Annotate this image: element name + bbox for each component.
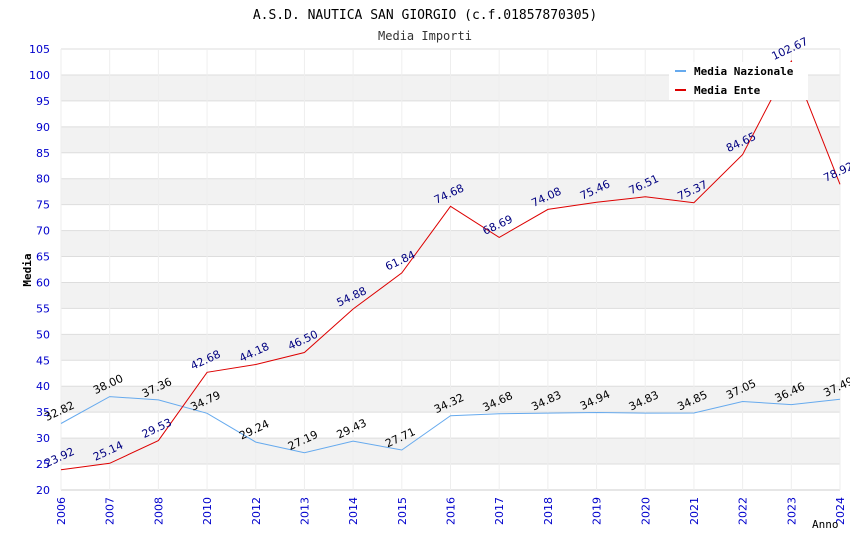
x-tick-label: 2007 xyxy=(104,497,117,525)
y-tick-label: 60 xyxy=(36,276,50,289)
y-tick-label: 85 xyxy=(36,147,50,160)
x-tick-label: 2021 xyxy=(688,497,701,525)
y-axis-ticks: 20 25 30 35 40 45 50 55 60 65 70 75 80 85 90 95 100 105 xyxy=(29,43,50,497)
x-tick-label: 2016 xyxy=(445,497,458,525)
x-tick-label: 2012 xyxy=(250,497,263,525)
series-line-media-ente xyxy=(60,59,841,471)
data-label-media-ente: 23.92 xyxy=(42,445,76,470)
data-label-media-ente: 102.67 xyxy=(770,35,810,63)
y-tick-label: 40 xyxy=(36,380,50,393)
gridlines xyxy=(60,48,841,491)
y-tick-label: 20 xyxy=(36,484,50,497)
x-tick-label: 2017 xyxy=(493,497,506,525)
y-tick-label: 105 xyxy=(29,43,50,56)
chart-subtitle: Media Importi xyxy=(378,29,472,43)
y-tick-label: 35 xyxy=(36,406,50,419)
x-tick-label: 2024 xyxy=(834,497,847,525)
x-tick-label: 2019 xyxy=(591,497,604,525)
y-tick-label: 30 xyxy=(36,432,50,445)
x-tick-label: 2020 xyxy=(639,497,652,525)
x-tick-label: 2014 xyxy=(347,497,360,525)
series-lines xyxy=(60,59,841,471)
data-label-media-nazionale: 32.82 xyxy=(42,399,76,424)
legend-label-media-nazionale: Media Nazionale xyxy=(694,65,794,78)
x-tick-label: 2010 xyxy=(201,497,214,525)
x-tick-label: 2008 xyxy=(152,497,165,525)
legend: Media Nazionale Media Ente xyxy=(669,62,808,100)
y-tick-label: 25 xyxy=(36,458,50,471)
y-tick-label: 80 xyxy=(36,173,50,186)
y-tick-label: 75 xyxy=(36,199,50,212)
y-tick-label: 65 xyxy=(36,251,50,264)
y-tick-label: 95 xyxy=(36,95,50,108)
chart-title: A.S.D. NAUTICA SAN GIORGIO (c.f.01857870… xyxy=(253,8,597,23)
x-tick-label: 2023 xyxy=(785,497,798,525)
y-tick-label: 50 xyxy=(36,328,50,341)
x-tick-label: 2022 xyxy=(737,497,750,525)
legend-box xyxy=(669,62,808,100)
series-line-media-nazionale xyxy=(60,396,841,454)
y-tick-label: 55 xyxy=(36,302,50,315)
y-tick-label: 70 xyxy=(36,225,50,238)
x-tick-label: 2013 xyxy=(298,497,311,525)
y-tick-label: 90 xyxy=(36,121,50,134)
y-tick-label: 100 xyxy=(29,69,50,82)
y-tick-label: 45 xyxy=(36,354,50,367)
x-tick-label: 2006 xyxy=(55,497,68,525)
x-tick-label: 2018 xyxy=(542,497,555,525)
x-tick-label: 2015 xyxy=(396,497,409,525)
legend-label-media-ente: Media Ente xyxy=(694,84,761,97)
data-label-media-ente: 29.53 xyxy=(140,416,174,441)
x-axis-label: Anno xyxy=(812,518,839,531)
x-axis-ticks: 2006 2007 2008 2010 2012 2013 2014 2015 2016 2017… xyxy=(55,497,847,525)
y-axis-label: Media xyxy=(21,253,34,286)
